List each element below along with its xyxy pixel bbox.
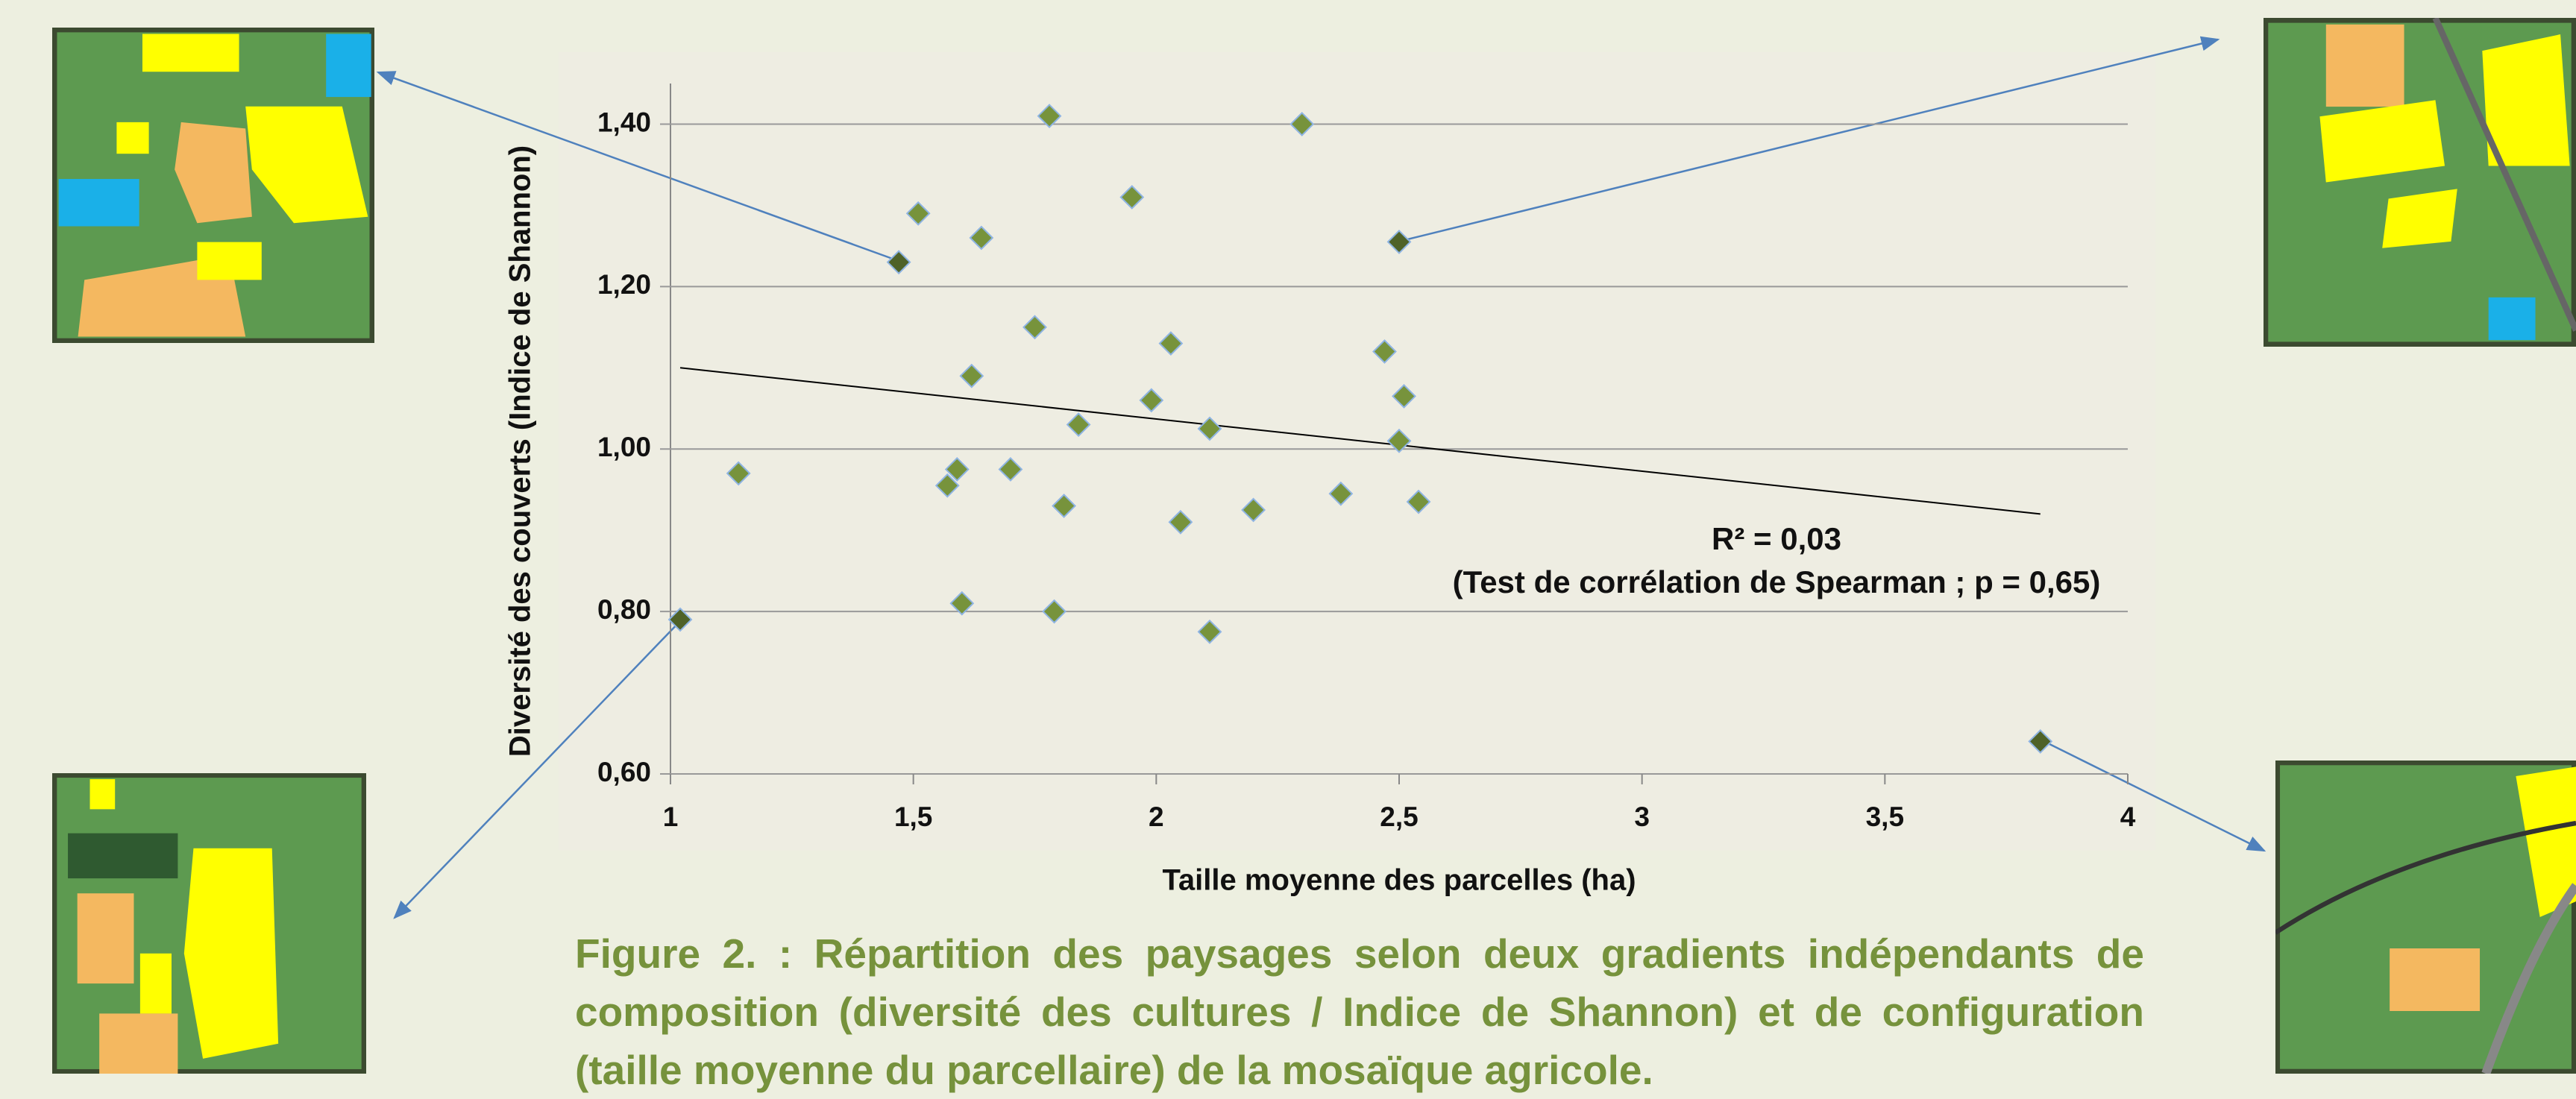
x-axis-label: Taille moyenne des parcelles (ha): [1162, 864, 1636, 897]
x-tick-label: 3,5: [1866, 802, 1904, 832]
x-tick-label: 2: [1149, 802, 1164, 832]
annotation: (Test de corrélation de Spearman ; p = 0…: [1453, 564, 2101, 599]
x-tick-label: 1: [663, 802, 679, 832]
map-thumbnail: [52, 773, 366, 1074]
caption: Figure 2. : Répartition des paysages sel…: [575, 925, 2144, 1099]
y-axis-label: Diversité des couverts (Indice de Shanno…: [504, 145, 537, 757]
chart: Diversité des couverts (Indice de Shanno…: [0, 0, 2576, 1074]
x-tick-label: 4: [2120, 802, 2136, 832]
annotation: R² = 0,03: [1712, 521, 1841, 556]
y-tick-label: 1,00: [597, 432, 651, 462]
map-thumbnail: [52, 28, 374, 343]
y-tick-label: 0,80: [597, 594, 651, 625]
x-tick-label: 2,5: [1380, 802, 1418, 832]
y-tick-label: 1,20: [597, 269, 651, 300]
x-tick-label: 1,5: [894, 802, 932, 832]
plot-area: [559, 52, 2155, 851]
page: Diversité des couverts (Indice de Shanno…: [0, 0, 2576, 1074]
x-tick-label: 3: [1634, 802, 1650, 832]
y-tick-label: 1,40: [597, 107, 651, 137]
y-tick-label: 0,60: [597, 757, 651, 787]
map-thumbnail: [2264, 18, 2576, 347]
map-thumbnail: [2275, 761, 2576, 1074]
